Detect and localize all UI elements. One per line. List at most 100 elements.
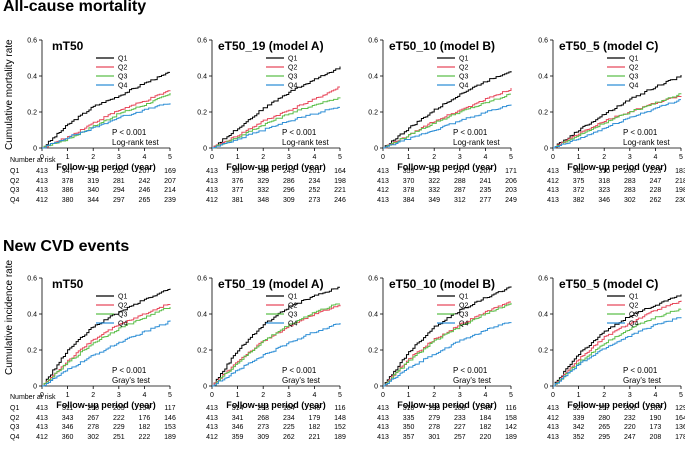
x-axis-label: Follow-up period (year) — [56, 162, 156, 172]
risk-cell: 413 — [36, 187, 48, 194]
p-value: P < 0.001 — [282, 128, 317, 137]
risk-cell: 359 — [231, 433, 244, 441]
legend-label-q2: Q2 — [629, 303, 638, 310]
risk-cell: 301 — [428, 433, 441, 441]
x-tick-label: 0 — [381, 392, 385, 399]
legend-label-q2: Q2 — [118, 303, 127, 310]
y-tick-label: 0.2 — [27, 110, 37, 117]
risk-cell: 375 — [572, 177, 585, 185]
test-name: Log-rank test — [282, 138, 329, 147]
x-tick-label: 1 — [577, 154, 581, 161]
x-tick-label: 4 — [142, 154, 146, 161]
risk-cell: 413 — [206, 187, 218, 194]
risk-cell: 286 — [282, 177, 295, 185]
risk-cell: 335 — [402, 414, 415, 422]
x-tick-label: 0 — [210, 154, 214, 161]
risk-cell: 318 — [598, 177, 611, 185]
risk-cell: 377 — [231, 187, 244, 194]
x-tick-label: 5 — [168, 154, 172, 161]
risk-cell: 413 — [547, 168, 559, 175]
x-axis-label: Follow-up period (year) — [567, 162, 667, 172]
legend-label-q1: Q1 — [118, 56, 127, 63]
risk-cell: 243 — [282, 168, 295, 175]
risk-row-label: Q2 — [10, 414, 20, 422]
risk-cell: 173 — [649, 424, 662, 431]
test-name: Log-rank test — [112, 138, 159, 147]
series-line-q3 — [42, 92, 171, 149]
ylabel-mortality: Cumulative mortality rate — [4, 39, 15, 150]
legend-label-q1: Q1 — [118, 294, 127, 301]
panel-title: eT50_5 (model C) — [559, 277, 658, 291]
risk-cell: 319 — [87, 177, 100, 185]
risk-cell: 341 — [231, 414, 244, 422]
legend-label-q2: Q2 — [629, 65, 638, 72]
risk-cell: 413 — [36, 424, 48, 431]
risk-cell: 413 — [206, 424, 218, 431]
section-title-cvd: New CVD events — [3, 238, 130, 255]
x-tick-label: 5 — [168, 392, 172, 399]
x-tick-label: 3 — [287, 154, 291, 161]
risk-cell: 413 — [206, 168, 218, 175]
risk-table: Number at risk Q1 Q2 Q3 Q4 413 311 250 203 154 117… — [0, 394, 685, 444]
risk-cell: 412 — [547, 177, 559, 185]
risk-cell: 413 — [377, 433, 389, 441]
risk-cell: 262 — [282, 433, 295, 441]
risk-cell: 176 — [138, 414, 151, 422]
x-tick-label: 5 — [679, 154, 683, 161]
legend-label-q1: Q1 — [459, 294, 468, 301]
risk-cell: 148 — [334, 414, 346, 422]
risk-cell: 287 — [453, 187, 466, 194]
risk-cell: 148 — [479, 405, 492, 412]
risk-cell: 357 — [402, 433, 415, 441]
risk-cell: 314 — [231, 405, 244, 412]
risk-cell: 384 — [402, 196, 415, 204]
series-line-q4 — [212, 106, 340, 149]
risk-cell: 257 — [453, 433, 466, 441]
series-line-q1 — [212, 286, 340, 387]
x-tick-label: 1 — [236, 392, 240, 399]
risk-cell: 273 — [257, 424, 270, 431]
risk-cell: 190 — [649, 414, 662, 422]
x-tick-label: 1 — [407, 392, 411, 399]
risk-cell: 378 — [402, 187, 415, 194]
y-tick-label: 0.2 — [368, 348, 378, 355]
risk-cell: 295 — [598, 433, 611, 441]
risk-cell: 189 — [505, 433, 517, 441]
x-tick-label: 5 — [509, 154, 513, 161]
panel-title: eT50_19 (model A) — [218, 277, 324, 291]
chart-panel-0-3: 0 0.2 0.4 0.6 0 1 2 3 4 5 Follow-up period (year) e… — [538, 38, 683, 173]
risk-cell: 359 — [402, 168, 415, 175]
test-name: Gray's test — [453, 376, 492, 385]
y-tick-label: 0 — [374, 146, 378, 153]
risk-cell: 246 — [334, 196, 346, 204]
risk-cell: 242 — [138, 177, 151, 185]
p-value: P < 0.001 — [623, 128, 658, 137]
y-tick-label: 0.4 — [197, 74, 207, 81]
series-line-q3 — [553, 93, 682, 149]
y-tick-label: 0.4 — [368, 312, 378, 319]
risk-row-label: Q3 — [10, 424, 20, 431]
x-tick-label: 0 — [210, 392, 214, 399]
series-line-q1 — [383, 70, 512, 149]
risk-cell: 309 — [257, 433, 270, 441]
risk-cell: 241 — [479, 177, 492, 185]
risk-cell: 214 — [164, 187, 176, 194]
risk-cell: 360 — [61, 433, 74, 441]
panel-title: eT50_10 (model B) — [389, 277, 495, 291]
y-tick-label: 0.4 — [538, 74, 548, 81]
risk-cell: 343 — [61, 414, 74, 422]
y-tick-label: 0.4 — [197, 312, 207, 319]
y-tick-label: 0.6 — [538, 276, 548, 283]
risk-cell: 332 — [428, 187, 441, 194]
risk-cell: 247 — [649, 177, 662, 185]
axes — [552, 40, 681, 149]
risk-cell: 136 — [675, 424, 685, 431]
risk-cell: 222 — [138, 433, 151, 441]
risk-cell: 346 — [231, 424, 244, 431]
series-line-q3 — [212, 303, 340, 387]
test-name: Gray's test — [112, 376, 151, 385]
axes — [211, 40, 340, 149]
p-value: P < 0.001 — [112, 366, 147, 375]
risk-cell: 413 — [36, 414, 48, 422]
risk-cell: 332 — [257, 187, 270, 194]
